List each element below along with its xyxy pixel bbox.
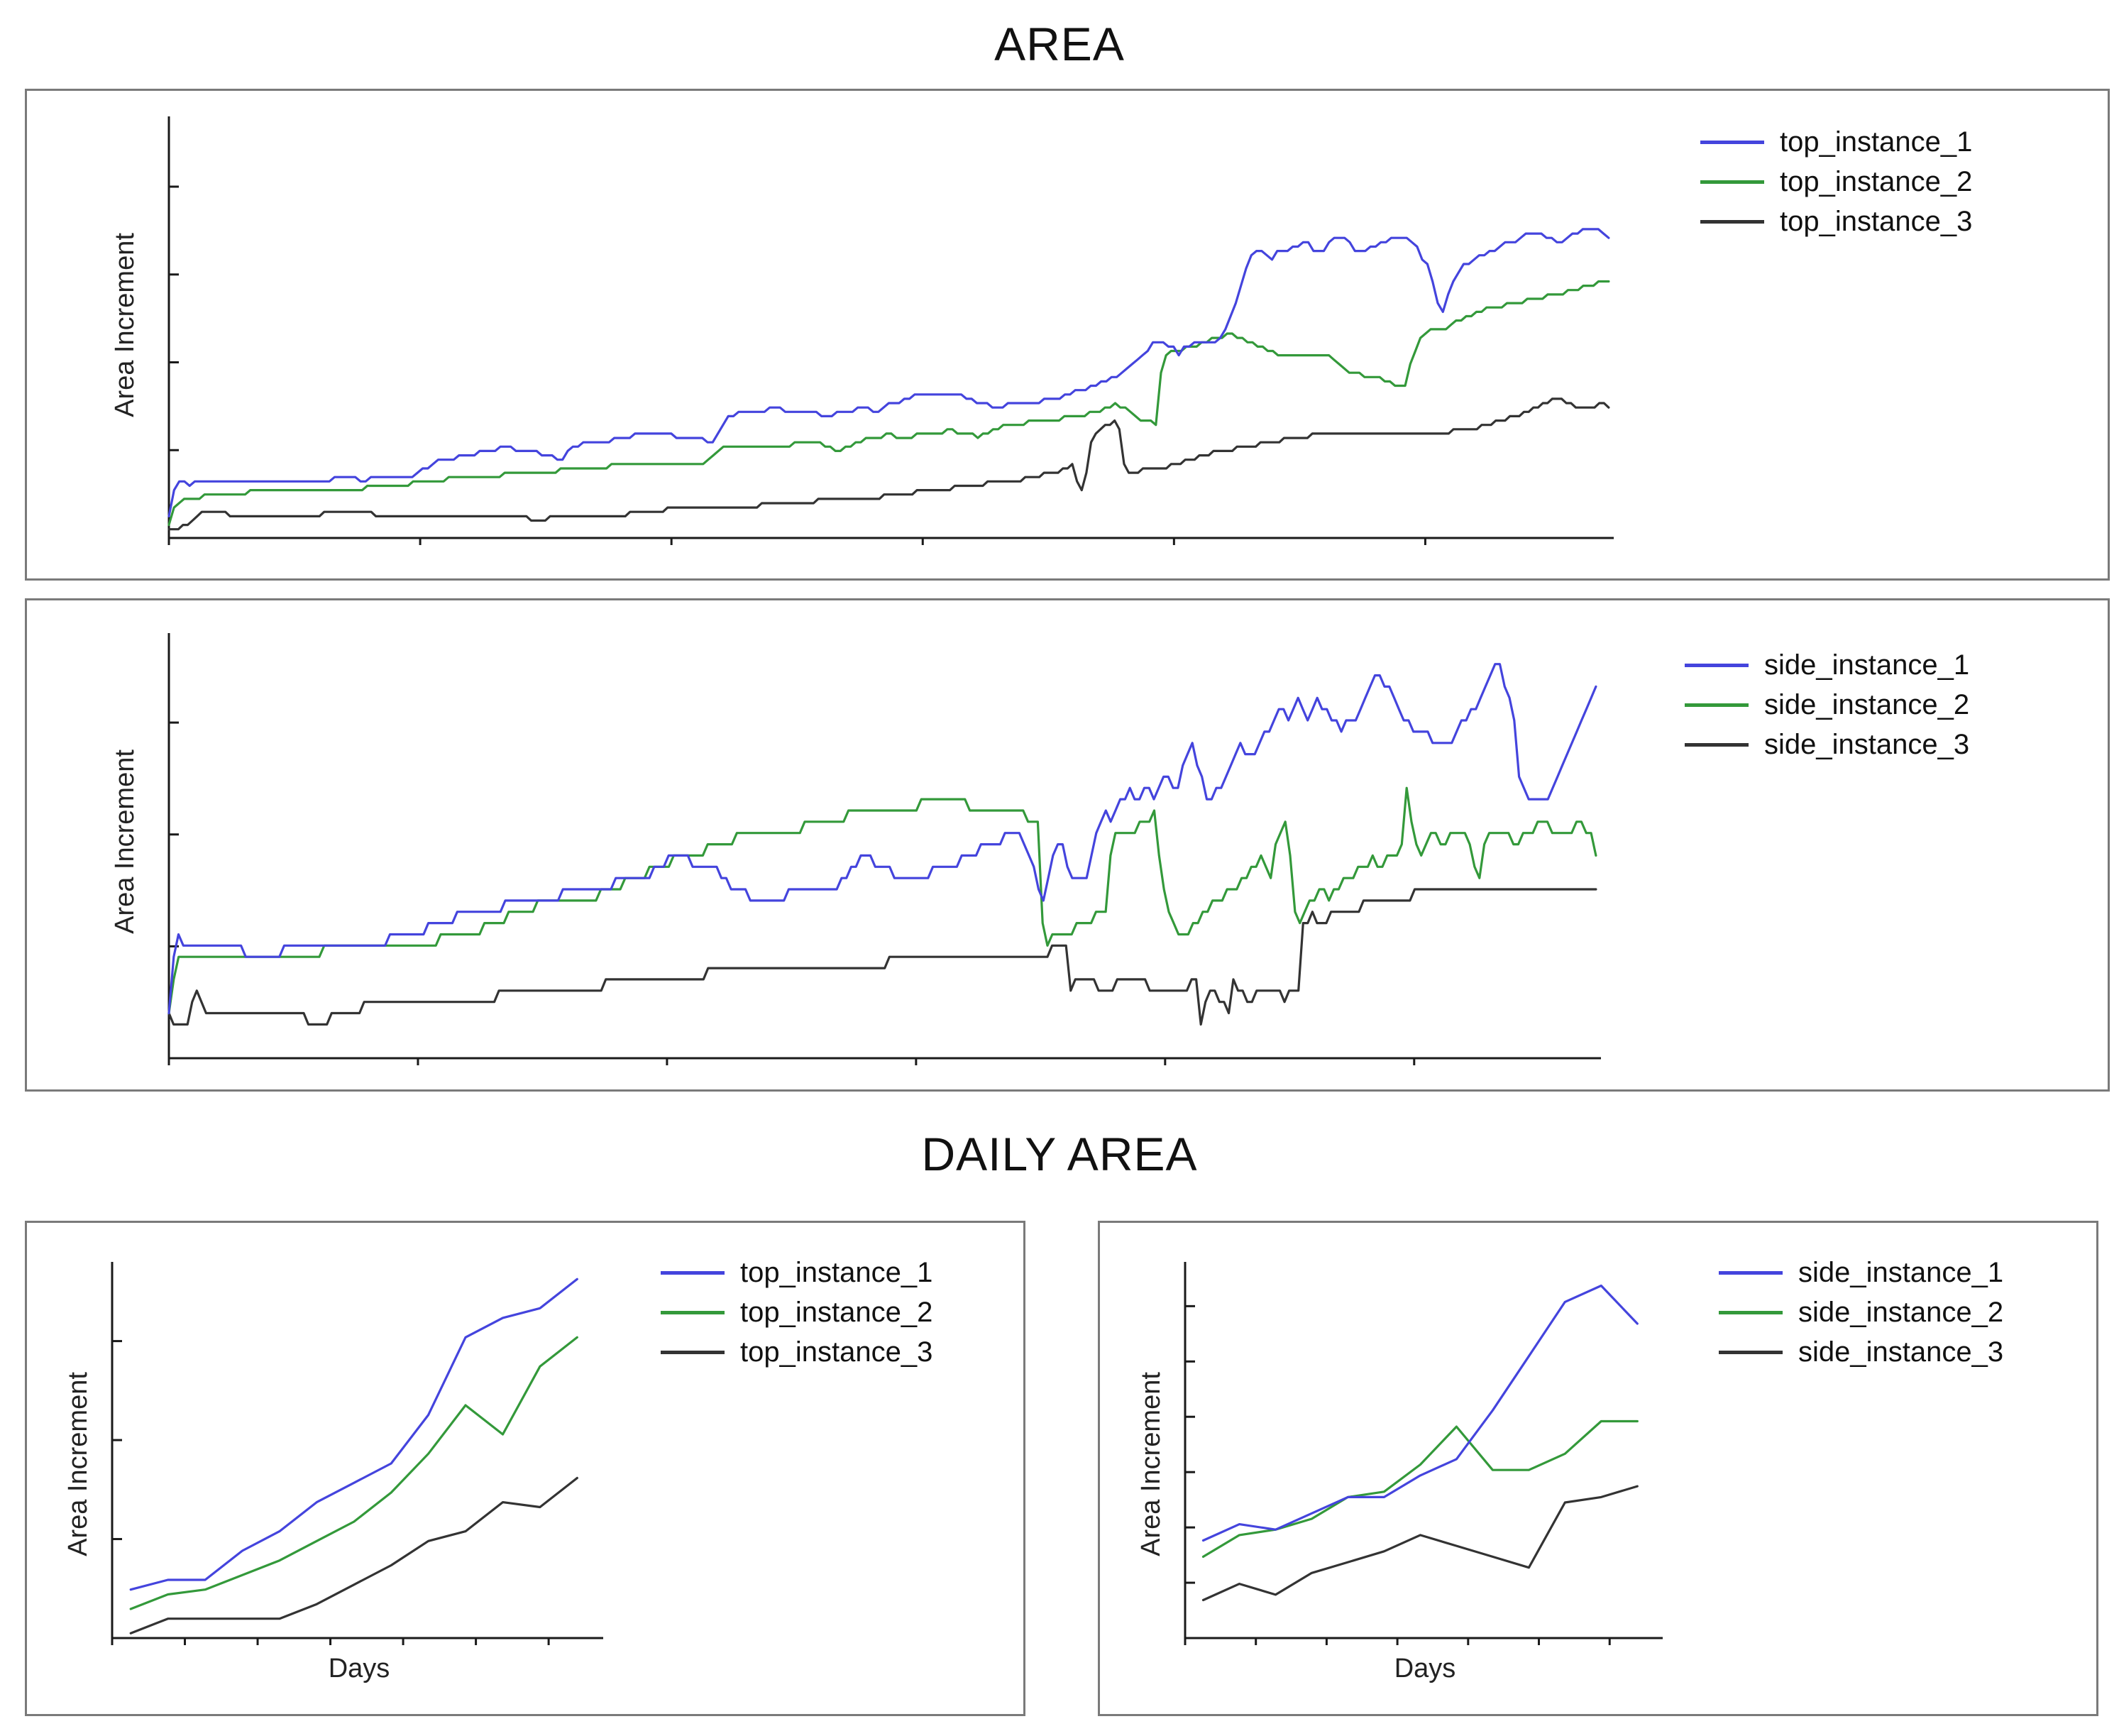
legend-label-2: side_instance_2 (1798, 1296, 2004, 1328)
legend-swatch-3 (1700, 219, 1764, 224)
legend-swatch-1 (1700, 140, 1764, 144)
x-axis-label: Days (1394, 1654, 1456, 1683)
series-line-side-instance-3 (1201, 1485, 1639, 1602)
y-axis-label: Area Increment (110, 233, 140, 417)
legend: side_instance_1 side_instance_2 side_ins… (1719, 1253, 2003, 1372)
legend-swatch-2 (1700, 180, 1764, 184)
plot-area (129, 1278, 578, 1635)
legend-label-2: top_instance_2 (1780, 165, 1973, 197)
series-line-top-instance-2 (167, 280, 1610, 527)
chart-panel-area-top: Area Increment top_instance_1 top_instan… (25, 89, 2110, 581)
chart-panel-daily-side: Area Increment Days side_instance_1 side… (1098, 1221, 2098, 1716)
legend-swatch-1 (1685, 663, 1749, 667)
area-section-title: AREA (994, 18, 1125, 70)
legend-swatch-3 (1685, 742, 1749, 747)
legend-swatch-3 (1719, 1350, 1783, 1354)
y-axis-label: Area Increment (63, 1372, 93, 1556)
legend-label-3: top_instance_3 (740, 1336, 933, 1368)
legend-label-1: side_instance_1 (1798, 1256, 2004, 1288)
legend-swatch-2 (1719, 1310, 1783, 1314)
series-line-side-instance-2 (1201, 1419, 1639, 1558)
legend-swatch-1 (661, 1270, 725, 1275)
legend: top_instance_1 top_instance_2 top_instan… (661, 1253, 932, 1372)
y-ticks (169, 185, 179, 451)
legend-item-3: top_instance_3 (1700, 202, 1972, 241)
chart-panel-daily-top: Area Increment Days top_instance_1 top_i… (25, 1221, 1025, 1716)
chart-svg: Area Increment Days (63, 1262, 603, 1683)
y-axis-label: Area Increment (110, 749, 140, 934)
plot-area (167, 663, 1597, 1026)
chart-panel-area-side: Area Increment side_instance_1 side_inst… (25, 598, 2110, 1092)
legend-item-1: side_instance_1 (1685, 645, 1969, 685)
series-line-top-instance-1 (167, 228, 1610, 518)
legend-label-1: side_instance_1 (1764, 649, 1970, 681)
legend: top_instance_1 top_instance_2 top_instan… (1700, 122, 1972, 241)
chart-svg: Area Increment Days (1136, 1262, 1663, 1683)
legend-item-3: side_instance_3 (1685, 725, 1969, 764)
legend-label-2: top_instance_2 (740, 1296, 933, 1328)
legend-label-1: top_instance_1 (740, 1256, 933, 1288)
legend-item-2: top_instance_2 (1700, 162, 1972, 202)
x-axis-label: Days (329, 1654, 390, 1683)
plot-area (167, 228, 1610, 531)
legend: side_instance_1 side_instance_2 side_ins… (1685, 645, 1969, 764)
legend-swatch-2 (661, 1310, 725, 1314)
legend-item-2: side_instance_2 (1719, 1292, 2003, 1332)
chart-svg: Area Increment (110, 116, 1614, 545)
series-line-side-instance-1 (167, 663, 1597, 1015)
legend-item-3: side_instance_3 (1719, 1332, 2003, 1372)
legend-label-2: side_instance_2 (1764, 688, 1970, 720)
legend-swatch-3 (661, 1350, 725, 1354)
series-line-side-instance-2 (167, 786, 1597, 1015)
legend-label-3: side_instance_3 (1798, 1336, 2004, 1368)
y-axis-label: Area Increment (1136, 1372, 1166, 1556)
y-ticks (112, 1340, 122, 1541)
legend-item-1: top_instance_1 (661, 1253, 932, 1292)
x-ticks (1184, 1638, 1611, 1645)
series-line-side-instance-1 (1201, 1284, 1639, 1542)
legend-swatch-2 (1685, 703, 1749, 707)
chart-svg: Area Increment (110, 633, 1601, 1065)
daily-area-section-title: DAILY AREA (921, 1128, 1198, 1180)
series-line-top-instance-1 (129, 1278, 578, 1591)
legend-label-3: side_instance_3 (1764, 728, 1970, 760)
legend-item-2: side_instance_2 (1685, 685, 1969, 725)
series-line-top-instance-3 (129, 1476, 578, 1635)
x-ticks (167, 1058, 1416, 1065)
series-line-top-instance-3 (167, 397, 1610, 531)
legend-item-1: side_instance_1 (1719, 1253, 2003, 1292)
series-line-side-instance-3 (167, 888, 1597, 1026)
legend-item-1: top_instance_1 (1700, 122, 1972, 162)
x-ticks (167, 538, 1426, 545)
legend-label-3: top_instance_3 (1780, 205, 1973, 237)
x-ticks (111, 1638, 550, 1645)
y-ticks (169, 721, 179, 947)
legend-label-1: top_instance_1 (1780, 126, 1973, 158)
legend-item-2: top_instance_2 (661, 1292, 932, 1332)
y-ticks (1185, 1304, 1195, 1584)
plot-area (1201, 1284, 1639, 1602)
series-line-top-instance-2 (129, 1336, 578, 1610)
legend-item-3: top_instance_3 (661, 1332, 932, 1372)
legend-swatch-1 (1719, 1270, 1783, 1275)
